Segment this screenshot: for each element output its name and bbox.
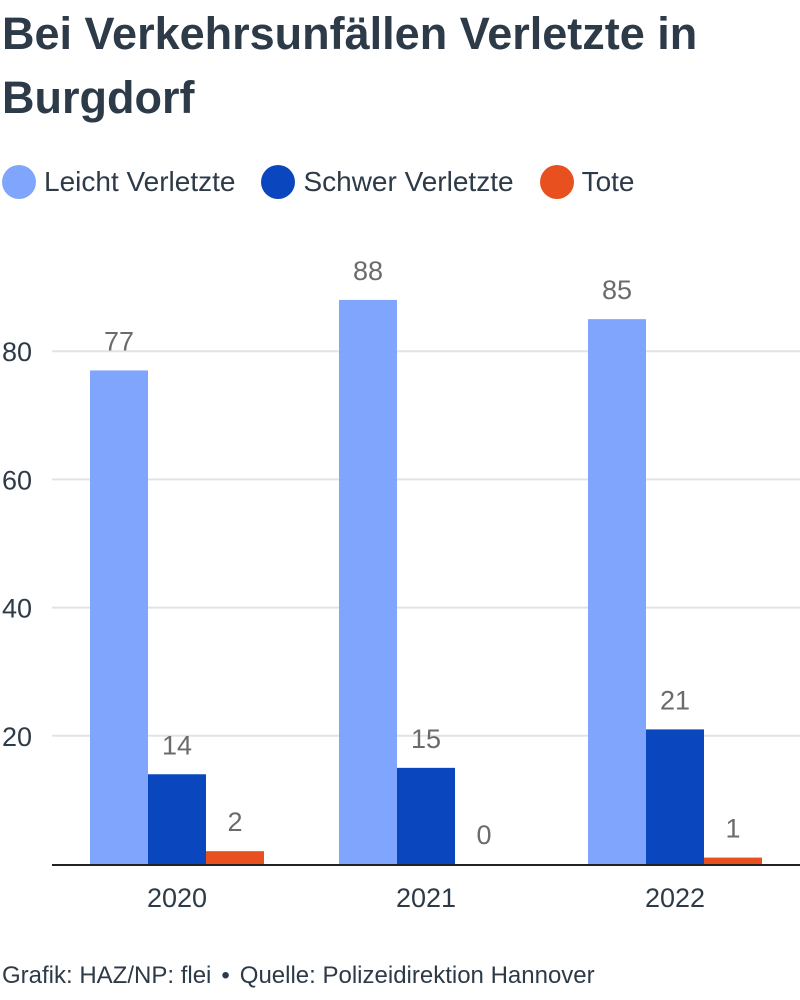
legend-item-leicht[interactable]: Leicht Verletzte [2, 165, 235, 199]
y-tick-label: 40 [2, 594, 32, 624]
data-label: 0 [476, 820, 491, 850]
data-label: 2 [227, 807, 242, 837]
legend-swatch-schwer [261, 165, 296, 199]
data-label: 14 [162, 730, 192, 760]
bar [206, 851, 264, 864]
bar [646, 729, 704, 864]
x-tick-label: 2020 [147, 883, 207, 913]
legend: Leicht Verletzte Schwer Verletzte Tote [2, 160, 661, 204]
legend-swatch-leicht [2, 165, 36, 199]
data-label: 21 [660, 685, 690, 715]
x-tick-label: 2022 [645, 883, 705, 913]
footer-separator: • [221, 962, 230, 989]
bar-chart: 20 40 60 80 77 14 2 2020 88 15 0 2021 85 21 1 2022 [2, 256, 800, 913]
legend-label-schwer: Schwer Verletzte [303, 166, 514, 197]
bar [588, 319, 646, 864]
y-tick-label: 80 [2, 337, 32, 367]
bar [704, 857, 762, 864]
data-label: 85 [602, 275, 632, 305]
legend-item-tote[interactable]: Tote [539, 165, 635, 199]
y-tick-label: 20 [2, 722, 32, 752]
footer: Grafik: HAZ/NP: flei • Quelle: Polizeidi… [2, 962, 595, 990]
footer-credit: Grafik: HAZ/NP: flei [2, 962, 212, 989]
data-label: 88 [353, 256, 383, 286]
x-tick-label: 2021 [396, 883, 456, 913]
legend-swatch-tote [539, 165, 574, 199]
chart-title: Bei Verkehrsunfällen Verletzte in Burgdo… [2, 8, 698, 123]
data-label: 77 [104, 326, 134, 356]
footer-source: Quelle: Polizeidirektion Hannover [239, 962, 595, 989]
data-label: 15 [411, 724, 441, 754]
bar [148, 774, 206, 864]
bar [397, 767, 455, 864]
legend-item-schwer[interactable]: Schwer Verletzte [261, 165, 514, 199]
legend-label-tote: Tote [581, 166, 635, 197]
legend-label-leicht: Leicht Verletzte [44, 166, 236, 197]
data-label: 1 [725, 814, 740, 844]
bar [339, 299, 397, 864]
y-tick-label: 60 [2, 465, 32, 495]
bar [90, 370, 148, 864]
